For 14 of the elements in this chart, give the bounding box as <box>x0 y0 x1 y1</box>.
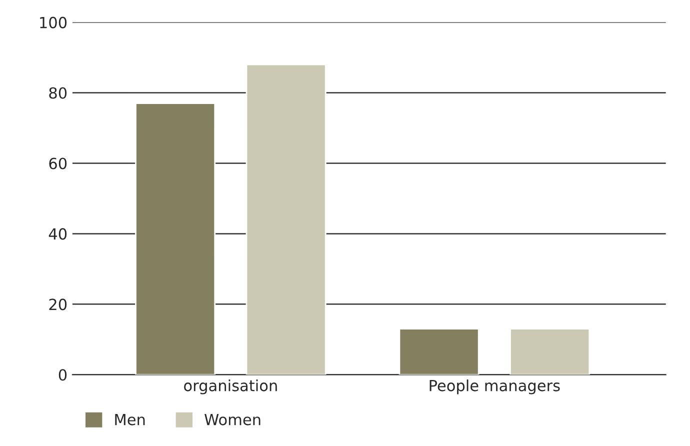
bar <box>135 102 216 375</box>
x-tick-label: organisation <box>184 380 277 394</box>
y-tick-label: 80 <box>49 87 67 99</box>
y-tick-label: 100 <box>40 16 67 28</box>
legend-label: Men <box>115 414 145 426</box>
x-tick-label: People managers <box>430 380 560 394</box>
y-tick-label: 40 <box>48 228 67 240</box>
bar <box>510 328 590 375</box>
bar <box>398 328 480 375</box>
bar <box>246 64 326 375</box>
y-tick-label: 60 <box>49 158 67 170</box>
y-tick-label: 20 <box>49 298 67 310</box>
y-tick-label: 0 <box>58 369 67 381</box>
legend-label: Women <box>204 414 260 426</box>
